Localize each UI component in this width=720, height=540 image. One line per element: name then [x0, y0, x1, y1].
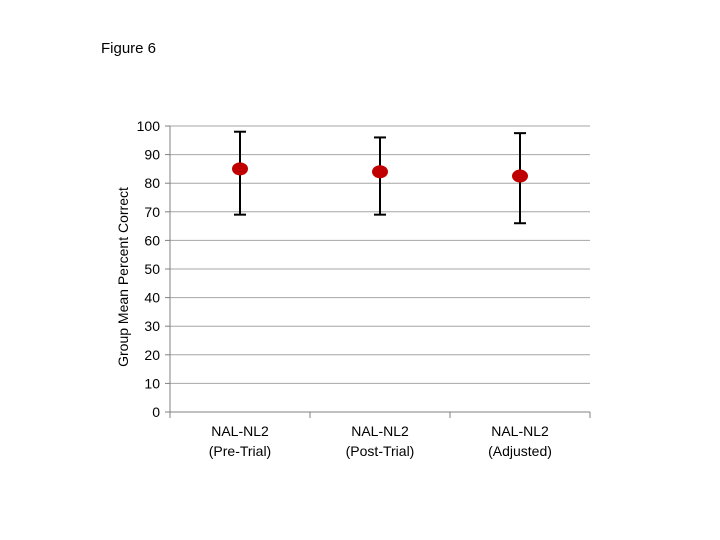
y-tick-label: 10	[144, 375, 160, 391]
y-tick-labels: 0 10 20 30 40 50 60 70 80 90 100	[137, 118, 161, 420]
y-tick-label: 0	[152, 404, 160, 420]
x-category-label-line: (Adjusted)	[488, 443, 552, 459]
y-tick-label: 30	[144, 318, 160, 334]
y-tick-label: 40	[144, 290, 160, 306]
x-category-label: NAL-NL2 (Adjusted)	[488, 423, 552, 459]
y-tick-label: 90	[144, 147, 160, 163]
figure-label: Figure 6	[101, 40, 157, 57]
data-points	[232, 162, 528, 183]
y-axis-label: Group Mean Percent Correct	[115, 187, 131, 367]
y-tick-label: 80	[144, 175, 160, 191]
x-category-label-line: NAL-NL2	[211, 423, 269, 439]
x-category-label-line: NAL-NL2	[491, 423, 549, 439]
y-tick-label: 50	[144, 261, 160, 277]
y-tick-label: 70	[144, 204, 160, 220]
x-category-label: NAL-NL2 (Pre-Trial)	[209, 423, 271, 459]
y-tick-label: 100	[137, 118, 161, 134]
data-point	[372, 165, 388, 179]
data-point	[232, 162, 248, 176]
y-tick-label: 20	[144, 347, 160, 363]
data-point	[512, 169, 528, 183]
y-tick-label: 60	[144, 232, 160, 248]
x-category-labels: NAL-NL2 (Pre-Trial)NAL-NL2 (Post-Trial)NAL…	[209, 423, 552, 459]
x-category-label-line: NAL-NL2	[351, 423, 409, 439]
axes	[165, 125, 591, 418]
x-category-label-line: (Post-Trial)	[346, 443, 415, 459]
x-category-label-line: (Pre-Trial)	[209, 443, 271, 459]
x-category-label: NAL-NL2 (Post-Trial)	[346, 423, 415, 459]
